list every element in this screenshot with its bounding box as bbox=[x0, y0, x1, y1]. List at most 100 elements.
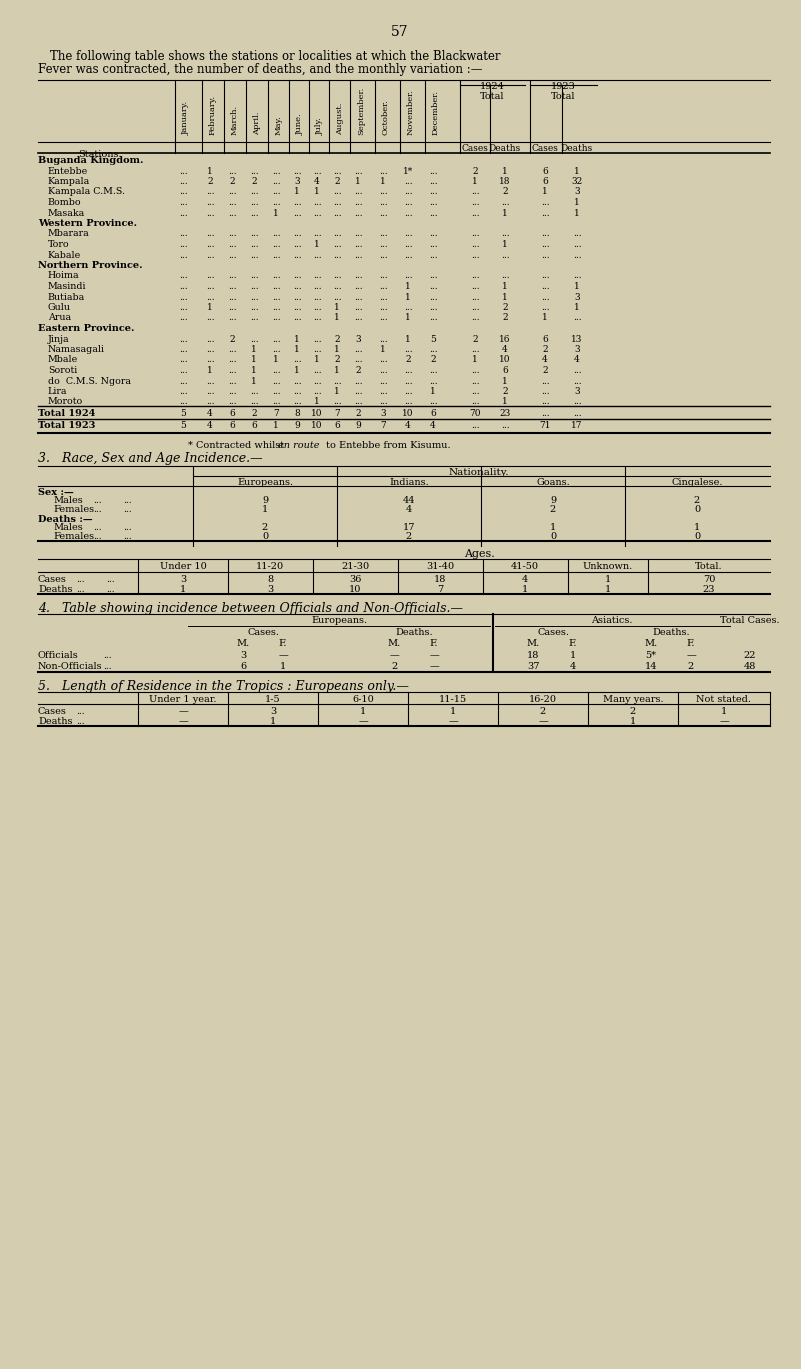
Text: Lira: Lira bbox=[48, 387, 67, 396]
Text: ...: ... bbox=[76, 717, 85, 726]
Text: Mbarara: Mbarara bbox=[48, 230, 90, 238]
Text: 2: 2 bbox=[207, 177, 213, 186]
Text: 71: 71 bbox=[539, 422, 551, 430]
Text: ...: ... bbox=[573, 376, 582, 386]
Text: ...: ... bbox=[332, 240, 341, 249]
Text: 1: 1 bbox=[630, 717, 636, 726]
Text: ...: ... bbox=[206, 387, 215, 396]
Text: 2: 2 bbox=[406, 533, 413, 541]
Text: ...: ... bbox=[206, 356, 215, 364]
Text: ...: ... bbox=[179, 314, 187, 323]
Text: 3: 3 bbox=[294, 177, 300, 186]
Text: ...: ... bbox=[292, 251, 301, 260]
Text: 4: 4 bbox=[502, 345, 508, 355]
Text: Deaths.: Deaths. bbox=[652, 628, 690, 637]
Text: Cases: Cases bbox=[38, 575, 66, 585]
Text: ...: ... bbox=[227, 282, 236, 292]
Text: 1: 1 bbox=[549, 523, 556, 533]
Text: ...: ... bbox=[404, 397, 413, 407]
Text: 13: 13 bbox=[571, 334, 582, 344]
Text: 1: 1 bbox=[502, 282, 508, 292]
Text: Europeans.: Europeans. bbox=[311, 616, 367, 626]
Text: ...: ... bbox=[471, 345, 479, 355]
Text: 4.   Table showing incidence between Officials and Non-Officials.—: 4. Table showing incidence between Offic… bbox=[38, 602, 463, 615]
Text: 1: 1 bbox=[542, 188, 548, 197]
Text: 1: 1 bbox=[207, 167, 213, 175]
Text: 1: 1 bbox=[252, 366, 257, 375]
Text: 7: 7 bbox=[334, 409, 340, 418]
Text: ...: ... bbox=[541, 376, 549, 386]
Text: ...: ... bbox=[292, 282, 301, 292]
Text: 3: 3 bbox=[355, 334, 360, 344]
Text: 3: 3 bbox=[574, 387, 580, 396]
Text: Males: Males bbox=[53, 496, 83, 505]
Text: ...: ... bbox=[292, 303, 301, 312]
Text: ...: ... bbox=[292, 387, 301, 396]
Text: 1: 1 bbox=[273, 422, 279, 430]
Text: ...: ... bbox=[429, 366, 437, 375]
Text: ...: ... bbox=[541, 397, 549, 407]
Text: ...: ... bbox=[354, 345, 362, 355]
Text: ...: ... bbox=[227, 199, 236, 207]
Text: 9: 9 bbox=[355, 422, 361, 430]
Text: ...: ... bbox=[179, 188, 187, 197]
Text: 1: 1 bbox=[405, 293, 411, 301]
Text: ...: ... bbox=[227, 240, 236, 249]
Text: ...: ... bbox=[541, 293, 549, 301]
Text: ...: ... bbox=[429, 251, 437, 260]
Text: 1: 1 bbox=[273, 208, 279, 218]
Text: Fever was contracted, the number of deaths, and the monthly variation :—: Fever was contracted, the number of deat… bbox=[38, 63, 482, 77]
Text: Officials: Officials bbox=[38, 652, 78, 660]
Text: 2: 2 bbox=[502, 387, 508, 396]
Text: 2: 2 bbox=[252, 409, 257, 418]
Text: March.: March. bbox=[231, 105, 239, 136]
Text: 37: 37 bbox=[527, 663, 539, 671]
Text: ...: ... bbox=[501, 422, 509, 430]
Text: ...: ... bbox=[292, 314, 301, 323]
Text: ...: ... bbox=[103, 652, 111, 660]
Text: ...: ... bbox=[76, 706, 85, 716]
Text: 6: 6 bbox=[229, 409, 235, 418]
Text: 1: 1 bbox=[380, 345, 386, 355]
Text: ...: ... bbox=[471, 188, 479, 197]
Text: ...: ... bbox=[541, 282, 549, 292]
Text: 21-30: 21-30 bbox=[341, 563, 369, 571]
Text: ...: ... bbox=[573, 271, 582, 281]
Text: 1: 1 bbox=[252, 345, 257, 355]
Text: 6: 6 bbox=[542, 167, 548, 175]
Text: 1: 1 bbox=[502, 167, 508, 175]
Text: ...: ... bbox=[206, 240, 215, 249]
Text: ...: ... bbox=[227, 167, 236, 175]
Text: ...: ... bbox=[272, 240, 280, 249]
Text: M.: M. bbox=[236, 639, 250, 648]
Text: 70: 70 bbox=[469, 409, 481, 418]
Text: 2: 2 bbox=[502, 314, 508, 323]
Text: ...: ... bbox=[379, 208, 388, 218]
Text: ...: ... bbox=[429, 199, 437, 207]
Text: ...: ... bbox=[501, 271, 509, 281]
Text: ...: ... bbox=[573, 366, 582, 375]
Text: ...: ... bbox=[206, 199, 215, 207]
Text: ...: ... bbox=[354, 251, 362, 260]
Text: ...: ... bbox=[272, 177, 280, 186]
Text: 6: 6 bbox=[240, 663, 246, 671]
Text: Deaths: Deaths bbox=[38, 717, 73, 726]
Text: ...: ... bbox=[312, 366, 321, 375]
Text: ...: ... bbox=[272, 345, 280, 355]
Text: ...: ... bbox=[404, 208, 413, 218]
Text: ...: ... bbox=[292, 167, 301, 175]
Text: 3.   Race, Sex and Age Incidence.—: 3. Race, Sex and Age Incidence.— bbox=[38, 452, 263, 465]
Text: 2: 2 bbox=[262, 523, 268, 533]
Text: ...: ... bbox=[250, 251, 258, 260]
Text: 22: 22 bbox=[744, 652, 756, 660]
Text: ...: ... bbox=[404, 240, 413, 249]
Text: 1: 1 bbox=[314, 397, 320, 407]
Text: ...: ... bbox=[573, 397, 582, 407]
Text: 17: 17 bbox=[571, 422, 583, 430]
Text: ...: ... bbox=[106, 585, 115, 594]
Text: 1: 1 bbox=[270, 717, 276, 726]
Text: ...: ... bbox=[93, 505, 102, 513]
Text: Total Cases.: Total Cases. bbox=[720, 616, 780, 626]
Text: Butiaba: Butiaba bbox=[48, 293, 85, 301]
Text: ...: ... bbox=[103, 663, 111, 671]
